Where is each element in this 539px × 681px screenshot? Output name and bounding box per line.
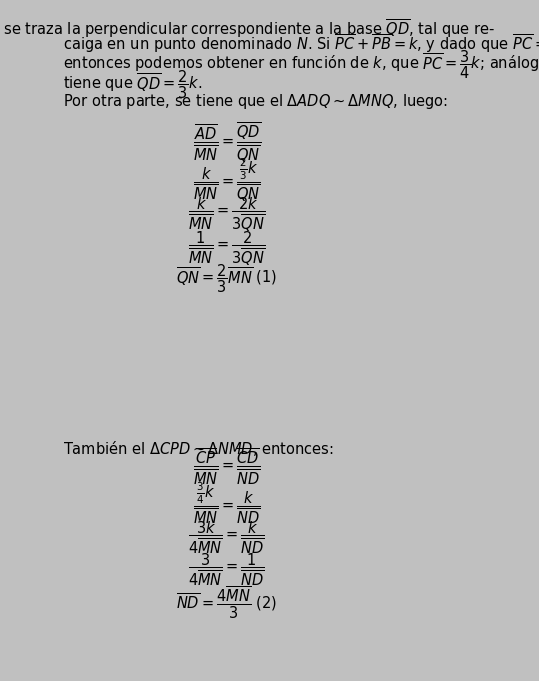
Text: $\overline{ND} = \dfrac{4\overline{MN}}{3}$ (2): $\overline{ND} = \dfrac{4\overline{MN}}{… bbox=[176, 584, 277, 621]
Text: $\overline{QN} = \dfrac{2}{3}\overline{MN}$ (1): $\overline{QN} = \dfrac{2}{3}\overline{M… bbox=[176, 263, 277, 296]
Text: $\dfrac{k}{\overline{MN}} = \dfrac{2k}{3\overline{QN}}$: $\dfrac{k}{\overline{MN}} = \dfrac{2k}{3… bbox=[188, 195, 265, 234]
Text: $\dfrac{\frac{3}{4}k}{\overline{MN}} = \dfrac{k}{\overline{ND}}$: $\dfrac{\frac{3}{4}k}{\overline{MN}} = \… bbox=[193, 481, 260, 527]
Text: caiga en un punto denominado $N$. Si $\overline{PC}+\overline{PB}=k$, y dado que: caiga en un punto denominado $N$. Si $\o… bbox=[63, 33, 539, 55]
Text: También el $\Delta CPD \sim \Delta NMD$, entonces:: También el $\Delta CPD \sim \Delta NMD$,… bbox=[63, 439, 334, 458]
Text: Por otra parte, se tiene que el $\Delta ADQ \sim \Delta MNQ$, luego:: Por otra parte, se tiene que el $\Delta … bbox=[63, 92, 448, 111]
Text: $\dfrac{\overline{AD}}{\overline{MN}} = \dfrac{\overline{QD}}{\overline{QN}}$: $\dfrac{\overline{AD}}{\overline{MN}} = … bbox=[192, 121, 261, 165]
Text: $\dfrac{k}{\overline{MN}} = \dfrac{\frac{2}{3}k}{\overline{QN}}$: $\dfrac{k}{\overline{MN}} = \dfrac{\frac… bbox=[193, 157, 260, 204]
Text: entonces podemos obtener en función de $k$, que $\overline{PC}=\dfrac{3}{4}k$; a: entonces podemos obtener en función de $… bbox=[63, 48, 539, 81]
Text: tiene que $\overline{QD}=\dfrac{2}{3}k$.: tiene que $\overline{QD}=\dfrac{2}{3}k$. bbox=[63, 68, 202, 101]
Text: $\dfrac{3k}{4\overline{MN}} = \dfrac{k}{\overline{ND}}$: $\dfrac{3k}{4\overline{MN}} = \dfrac{k}{… bbox=[188, 520, 265, 556]
Text: Por $M$ se traza la perpendicular correspondiente a la base $\overline{QD}$, tal: Por $M$ se traza la perpendicular corres… bbox=[0, 17, 495, 39]
Text: $\dfrac{\overline{CP}}{\overline{MN}} = \dfrac{\overline{CD}}{\overline{ND}}$: $\dfrac{\overline{CP}}{\overline{MN}} = … bbox=[193, 446, 260, 487]
Text: $\dfrac{3}{4\overline{MN}} = \dfrac{1}{\overline{ND}}$: $\dfrac{3}{4\overline{MN}} = \dfrac{1}{\… bbox=[188, 552, 265, 588]
Text: $\dfrac{1}{\overline{MN}} = \dfrac{2}{3\overline{QN}}$: $\dfrac{1}{\overline{MN}} = \dfrac{2}{3\… bbox=[188, 229, 265, 268]
